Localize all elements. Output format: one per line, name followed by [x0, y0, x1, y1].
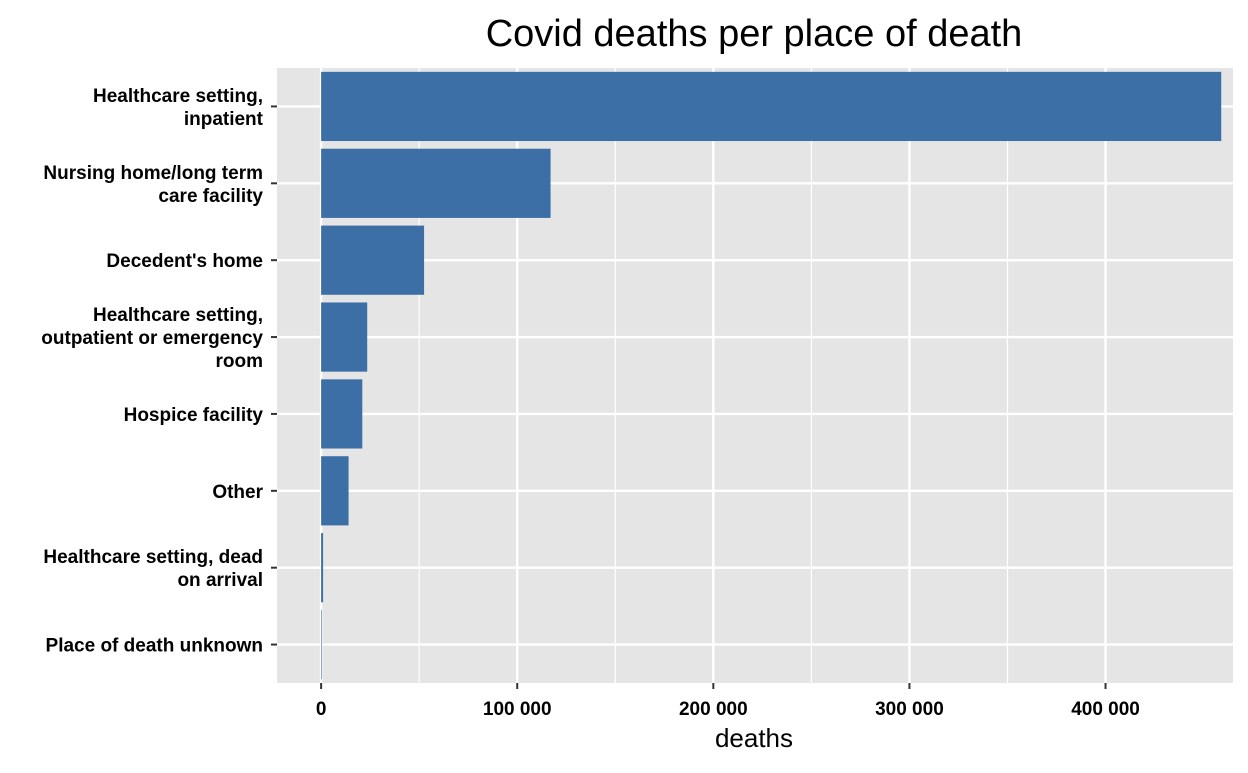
y-tick-label: Place of death unknown: [46, 636, 263, 657]
bar: [321, 379, 363, 449]
y-tick-label-line: outpatient or emergency: [41, 328, 263, 349]
bar: [321, 71, 1222, 142]
y-tick-label-line: Hospice facility: [124, 405, 264, 426]
y-tick-label-line: Nursing home/long term: [43, 163, 263, 184]
y-tick-label-line: care facility: [158, 186, 263, 207]
y-tick-label-line: inpatient: [184, 109, 264, 130]
x-tick-label: 200 000: [679, 699, 748, 720]
y-tick-label-line: room: [216, 351, 264, 372]
y-tick-label-line: Decedent's home: [106, 251, 263, 272]
bars: [321, 71, 1222, 680]
bar: [321, 225, 425, 295]
x-tick-label: 400 000: [1071, 699, 1140, 720]
x-axis-title: deaths: [715, 723, 793, 753]
y-tick-label: Other: [212, 482, 263, 503]
x-tick-label: 100 000: [483, 699, 552, 720]
x-axis: 0 100 000 200 000 300 000 400 000: [316, 683, 1140, 720]
y-tick-label-line: Place of death unknown: [46, 636, 263, 657]
y-tick-label-line: Healthcare setting,: [93, 305, 263, 326]
y-tick-label-line: Healthcare setting,: [93, 86, 263, 107]
y-tick-label: Healthcare setting, inpatient: [93, 86, 264, 130]
y-tick-label: Decedent's home: [106, 251, 263, 272]
y-tick-label-line: on arrival: [177, 570, 263, 591]
bar: [321, 302, 368, 372]
chart-title: Covid deaths per place of death: [486, 13, 1023, 55]
bar: [321, 456, 349, 526]
bar: [321, 533, 324, 603]
y-tick-label: Nursing home/long term care facility: [43, 163, 263, 207]
y-tick-label-line: Healthcare setting, dead: [43, 547, 263, 568]
bar: [321, 148, 551, 218]
bar: [321, 609, 322, 680]
y-tick-label: Healthcare setting, outpatient or emergen…: [41, 305, 263, 372]
x-tick-label: 300 000: [875, 699, 944, 720]
x-tick-label: 0: [316, 699, 327, 720]
y-tick-label: Healthcare setting, dead on arrival: [43, 547, 263, 591]
y-tick-label: Hospice facility: [124, 405, 264, 426]
y-tick-label-line: Other: [212, 482, 263, 503]
